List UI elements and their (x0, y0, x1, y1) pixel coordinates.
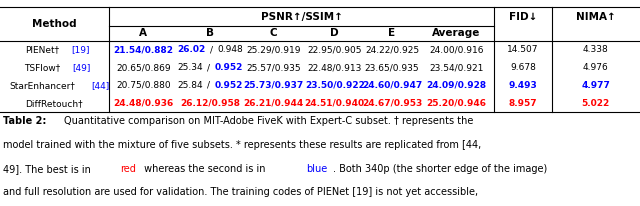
Text: /: / (207, 63, 210, 72)
Text: C: C (269, 28, 277, 39)
Text: 0.952: 0.952 (214, 63, 243, 72)
Text: 20.65/0.869: 20.65/0.869 (116, 63, 171, 72)
Text: model trained with the mixture of five subsets. * represents these results are r: model trained with the mixture of five s… (3, 140, 481, 150)
Text: NIMA↑: NIMA↑ (576, 12, 616, 22)
Text: A: A (140, 28, 147, 39)
Text: 25.73/0.937: 25.73/0.937 (243, 81, 303, 90)
Text: DiffRetouch†: DiffRetouch† (26, 99, 83, 108)
Text: [44]: [44] (92, 81, 109, 90)
Text: 25.34: 25.34 (177, 63, 202, 72)
Text: 24.00/0.916: 24.00/0.916 (429, 45, 484, 54)
Text: 4.977: 4.977 (581, 81, 611, 90)
Text: 14.507: 14.507 (507, 45, 539, 54)
Text: 24.51/0.940: 24.51/0.940 (305, 99, 365, 108)
Text: 26.12/0.958: 26.12/0.958 (180, 99, 240, 108)
Text: [19]: [19] (71, 45, 90, 54)
Text: blue: blue (306, 164, 327, 174)
Text: 20.75/0.880: 20.75/0.880 (116, 81, 171, 90)
Text: FID↓: FID↓ (509, 12, 537, 22)
Text: [49]: [49] (72, 63, 91, 72)
Text: Method: Method (32, 19, 77, 29)
Text: 23.54/0.921: 23.54/0.921 (429, 63, 484, 72)
Text: TSFlow†: TSFlow† (24, 63, 61, 72)
Text: 24.22/0.925: 24.22/0.925 (365, 45, 419, 54)
Text: 25.20/0.946: 25.20/0.946 (427, 99, 486, 108)
Text: 24.09/0.928: 24.09/0.928 (427, 81, 486, 90)
Text: whereas the second is in: whereas the second is in (141, 164, 269, 174)
Text: B: B (206, 28, 214, 39)
Text: D: D (330, 28, 339, 39)
Text: /: / (210, 45, 213, 54)
Text: . Both 340p (the shorter edge of the image): . Both 340p (the shorter edge of the ima… (333, 164, 547, 174)
Text: 24.48/0.936: 24.48/0.936 (113, 99, 173, 108)
Text: 24.67/0.953: 24.67/0.953 (362, 99, 422, 108)
Text: 0.948: 0.948 (217, 45, 243, 54)
Text: 4.976: 4.976 (583, 63, 609, 72)
Text: 24.60/0.947: 24.60/0.947 (362, 81, 422, 90)
Text: red: red (120, 164, 136, 174)
Text: 49]. The best is in: 49]. The best is in (3, 164, 94, 174)
Text: PIENet†: PIENet† (26, 45, 60, 54)
Text: 23.50/0.922: 23.50/0.922 (305, 81, 365, 90)
Text: E: E (388, 28, 396, 39)
Text: 9.493: 9.493 (509, 81, 537, 90)
Text: StarEnhancer†: StarEnhancer† (10, 81, 76, 90)
Text: 5.022: 5.022 (582, 99, 610, 108)
Text: 0.952: 0.952 (214, 81, 243, 90)
Text: 25.29/0.919: 25.29/0.919 (246, 45, 301, 54)
Text: 26.02: 26.02 (177, 45, 205, 54)
Text: Average: Average (433, 28, 481, 39)
Text: Quantitative comparison on MIT-Adobe FiveK with Expert-C subset. † represents th: Quantitative comparison on MIT-Adobe Fiv… (63, 116, 473, 126)
Text: PSNR↑/SSIM↑: PSNR↑/SSIM↑ (260, 12, 342, 22)
Text: 4.338: 4.338 (583, 45, 609, 54)
Text: /: / (207, 81, 210, 90)
Text: 9.678: 9.678 (510, 63, 536, 72)
Text: Table 2:: Table 2: (3, 116, 50, 126)
Text: 25.57/0.935: 25.57/0.935 (246, 63, 301, 72)
Text: 23.65/0.935: 23.65/0.935 (365, 63, 419, 72)
Text: 22.48/0.913: 22.48/0.913 (308, 63, 362, 72)
Text: 22.95/0.905: 22.95/0.905 (307, 45, 362, 54)
Text: 26.21/0.944: 26.21/0.944 (243, 99, 303, 108)
Text: and full resolution are used for validation. The training codes of PIENet [19] i: and full resolution are used for validat… (3, 187, 478, 198)
Text: 25.84: 25.84 (177, 81, 202, 90)
Text: 8.957: 8.957 (509, 99, 537, 108)
Text: 21.54/0.882: 21.54/0.882 (113, 45, 173, 54)
